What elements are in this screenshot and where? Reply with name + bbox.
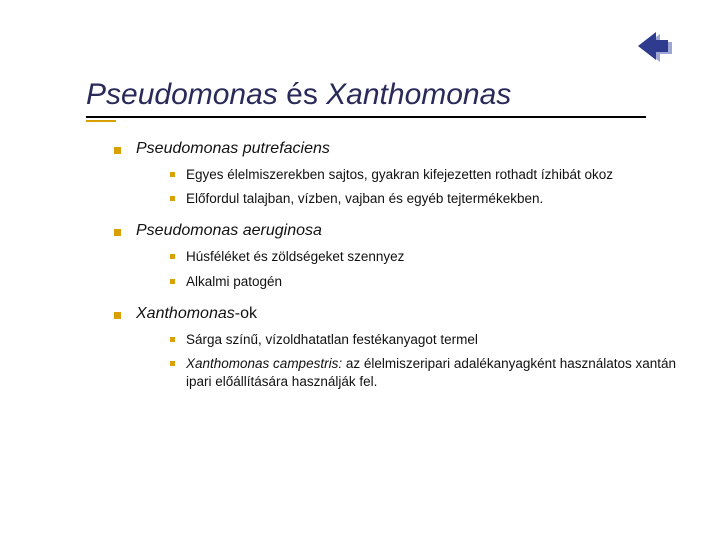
sub-item: Sárga színű, vízoldhatatlan festékanyago…	[170, 331, 680, 349]
sub-item: Előfordul talajban, vízben, vajban és eg…	[170, 190, 680, 208]
sub-item: Húsféléket és zöldségeket szennyez	[170, 248, 680, 266]
sub-item: Xanthomonas campestris: az élelmiszeripa…	[170, 355, 680, 391]
slide-content: Pseudomonas és Xanthomonas Pseudomonas p…	[86, 78, 680, 406]
title-part-2: és	[286, 78, 326, 111]
list-item: Pseudomonas aeruginosa Húsféléket és zöl…	[114, 222, 680, 290]
section-heading: Xanthomonas-ok	[136, 305, 257, 322]
bullet-list: Pseudomonas putrefaciens Egyes élelmisze…	[114, 140, 680, 392]
arrow-left-icon	[636, 28, 672, 64]
list-item: Pseudomonas putrefaciens Egyes élelmisze…	[114, 140, 680, 208]
prev-slide-button[interactable]	[636, 28, 672, 64]
title-part-1: Pseudomonas	[86, 78, 286, 111]
sub-item-italic: Xanthomonas campestris:	[186, 356, 342, 371]
section-heading: Pseudomonas aeruginosa	[136, 222, 322, 239]
title-part-3: Xanthomonas	[326, 78, 511, 111]
section-heading: Pseudomonas putrefaciens	[136, 140, 330, 157]
sub-item: Egyes élelmiszerekben sajtos, gyakran ki…	[170, 166, 680, 184]
list-item: Xanthomonas-ok Sárga színű, vízoldhatatl…	[114, 305, 680, 392]
heading-italic: Xanthomonas	[136, 305, 235, 322]
sub-list: Húsféléket és zöldségeket szennyez Alkal…	[170, 248, 680, 290]
sub-list: Egyes élelmiszerekben sajtos, gyakran ki…	[170, 166, 680, 208]
sub-list: Sárga színű, vízoldhatatlan festékanyago…	[170, 331, 680, 392]
title-underline	[86, 116, 646, 118]
heading-suffix: -ok	[235, 305, 257, 322]
slide-title: Pseudomonas és Xanthomonas	[86, 78, 680, 112]
sub-item: Alkalmi patogén	[170, 273, 680, 291]
